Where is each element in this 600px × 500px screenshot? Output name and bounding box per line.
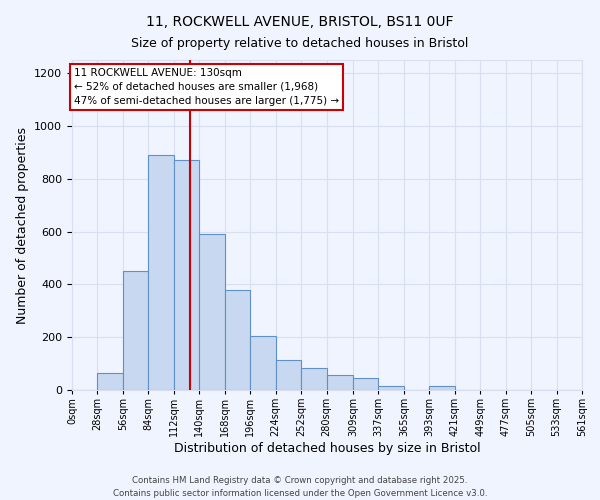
Bar [379,386,404,390]
Text: Size of property relative to detached houses in Bristol: Size of property relative to detached ho… [131,38,469,51]
Text: 11 ROCKWELL AVENUE: 130sqm
← 52% of detached houses are smaller (1,968)
47% of s: 11 ROCKWELL AVENUE: 130sqm ← 52% of deta… [74,68,339,106]
Bar [148,155,174,390]
Bar [301,368,326,390]
Bar [429,386,455,390]
Bar [353,378,379,390]
Bar [199,234,225,390]
Y-axis label: Number of detached properties: Number of detached properties [16,126,29,324]
Bar [174,160,199,390]
Text: Contains HM Land Registry data © Crown copyright and database right 2025.
Contai: Contains HM Land Registry data © Crown c… [113,476,487,498]
Bar [275,360,301,390]
Bar [326,376,353,390]
Bar [97,373,123,390]
Bar [225,290,250,390]
Bar [250,336,275,390]
Bar [123,271,148,390]
X-axis label: Distribution of detached houses by size in Bristol: Distribution of detached houses by size … [173,442,481,455]
Text: 11, ROCKWELL AVENUE, BRISTOL, BS11 0UF: 11, ROCKWELL AVENUE, BRISTOL, BS11 0UF [146,15,454,29]
